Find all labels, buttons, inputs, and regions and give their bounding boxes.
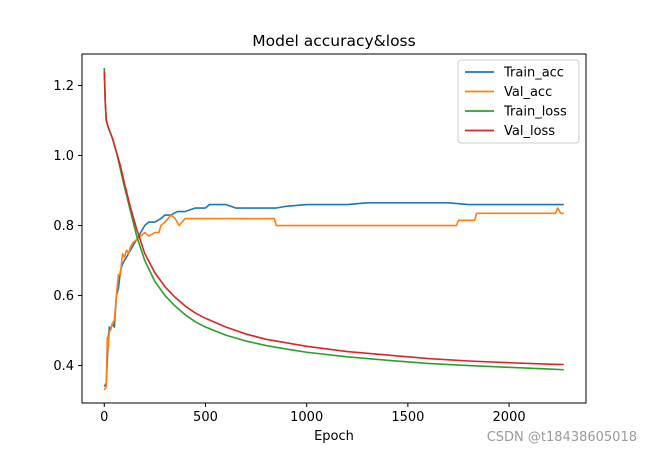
legend-label-train-loss: Train_loss xyxy=(503,105,567,120)
y-tick-label: 1.2 xyxy=(53,79,74,94)
y-tick-label: 1.0 xyxy=(53,149,74,164)
y-tick-label: 0.4 xyxy=(53,359,74,374)
watermark-text: CSDN @t18438605018 xyxy=(487,430,637,445)
series-line-train-acc xyxy=(103,201,564,387)
y-tick-label: 0.6 xyxy=(53,289,74,304)
plot-area-frame xyxy=(81,53,587,404)
legend: Train_acc Val_acc Train_loss Val_loss xyxy=(457,59,580,144)
legend-label-val-loss: Val_loss xyxy=(504,124,555,139)
series-lines xyxy=(103,67,564,391)
legend-label-train-acc: Train_acc xyxy=(503,66,564,81)
y-axis: 0.4 0.6 0.8 1.0 1.2 xyxy=(53,79,82,374)
x-axis: 0 500 1000 1500 2000 xyxy=(100,403,526,425)
x-axis-label: Epoch xyxy=(314,429,354,444)
chart-title: Model accuracy&loss xyxy=(252,32,415,50)
legend-label-val-acc: Val_acc xyxy=(504,85,552,100)
y-tick-label: 0.8 xyxy=(53,219,74,234)
x-tick-label: 1000 xyxy=(290,410,323,425)
series-line-val-acc xyxy=(103,207,564,391)
x-tick-label: 500 xyxy=(193,410,218,425)
x-tick-label: 2000 xyxy=(493,410,526,425)
legend-box xyxy=(457,59,580,144)
series-line-val-loss xyxy=(103,71,564,366)
x-tick-label: 1500 xyxy=(391,410,424,425)
x-tick-label: 0 xyxy=(100,410,108,425)
